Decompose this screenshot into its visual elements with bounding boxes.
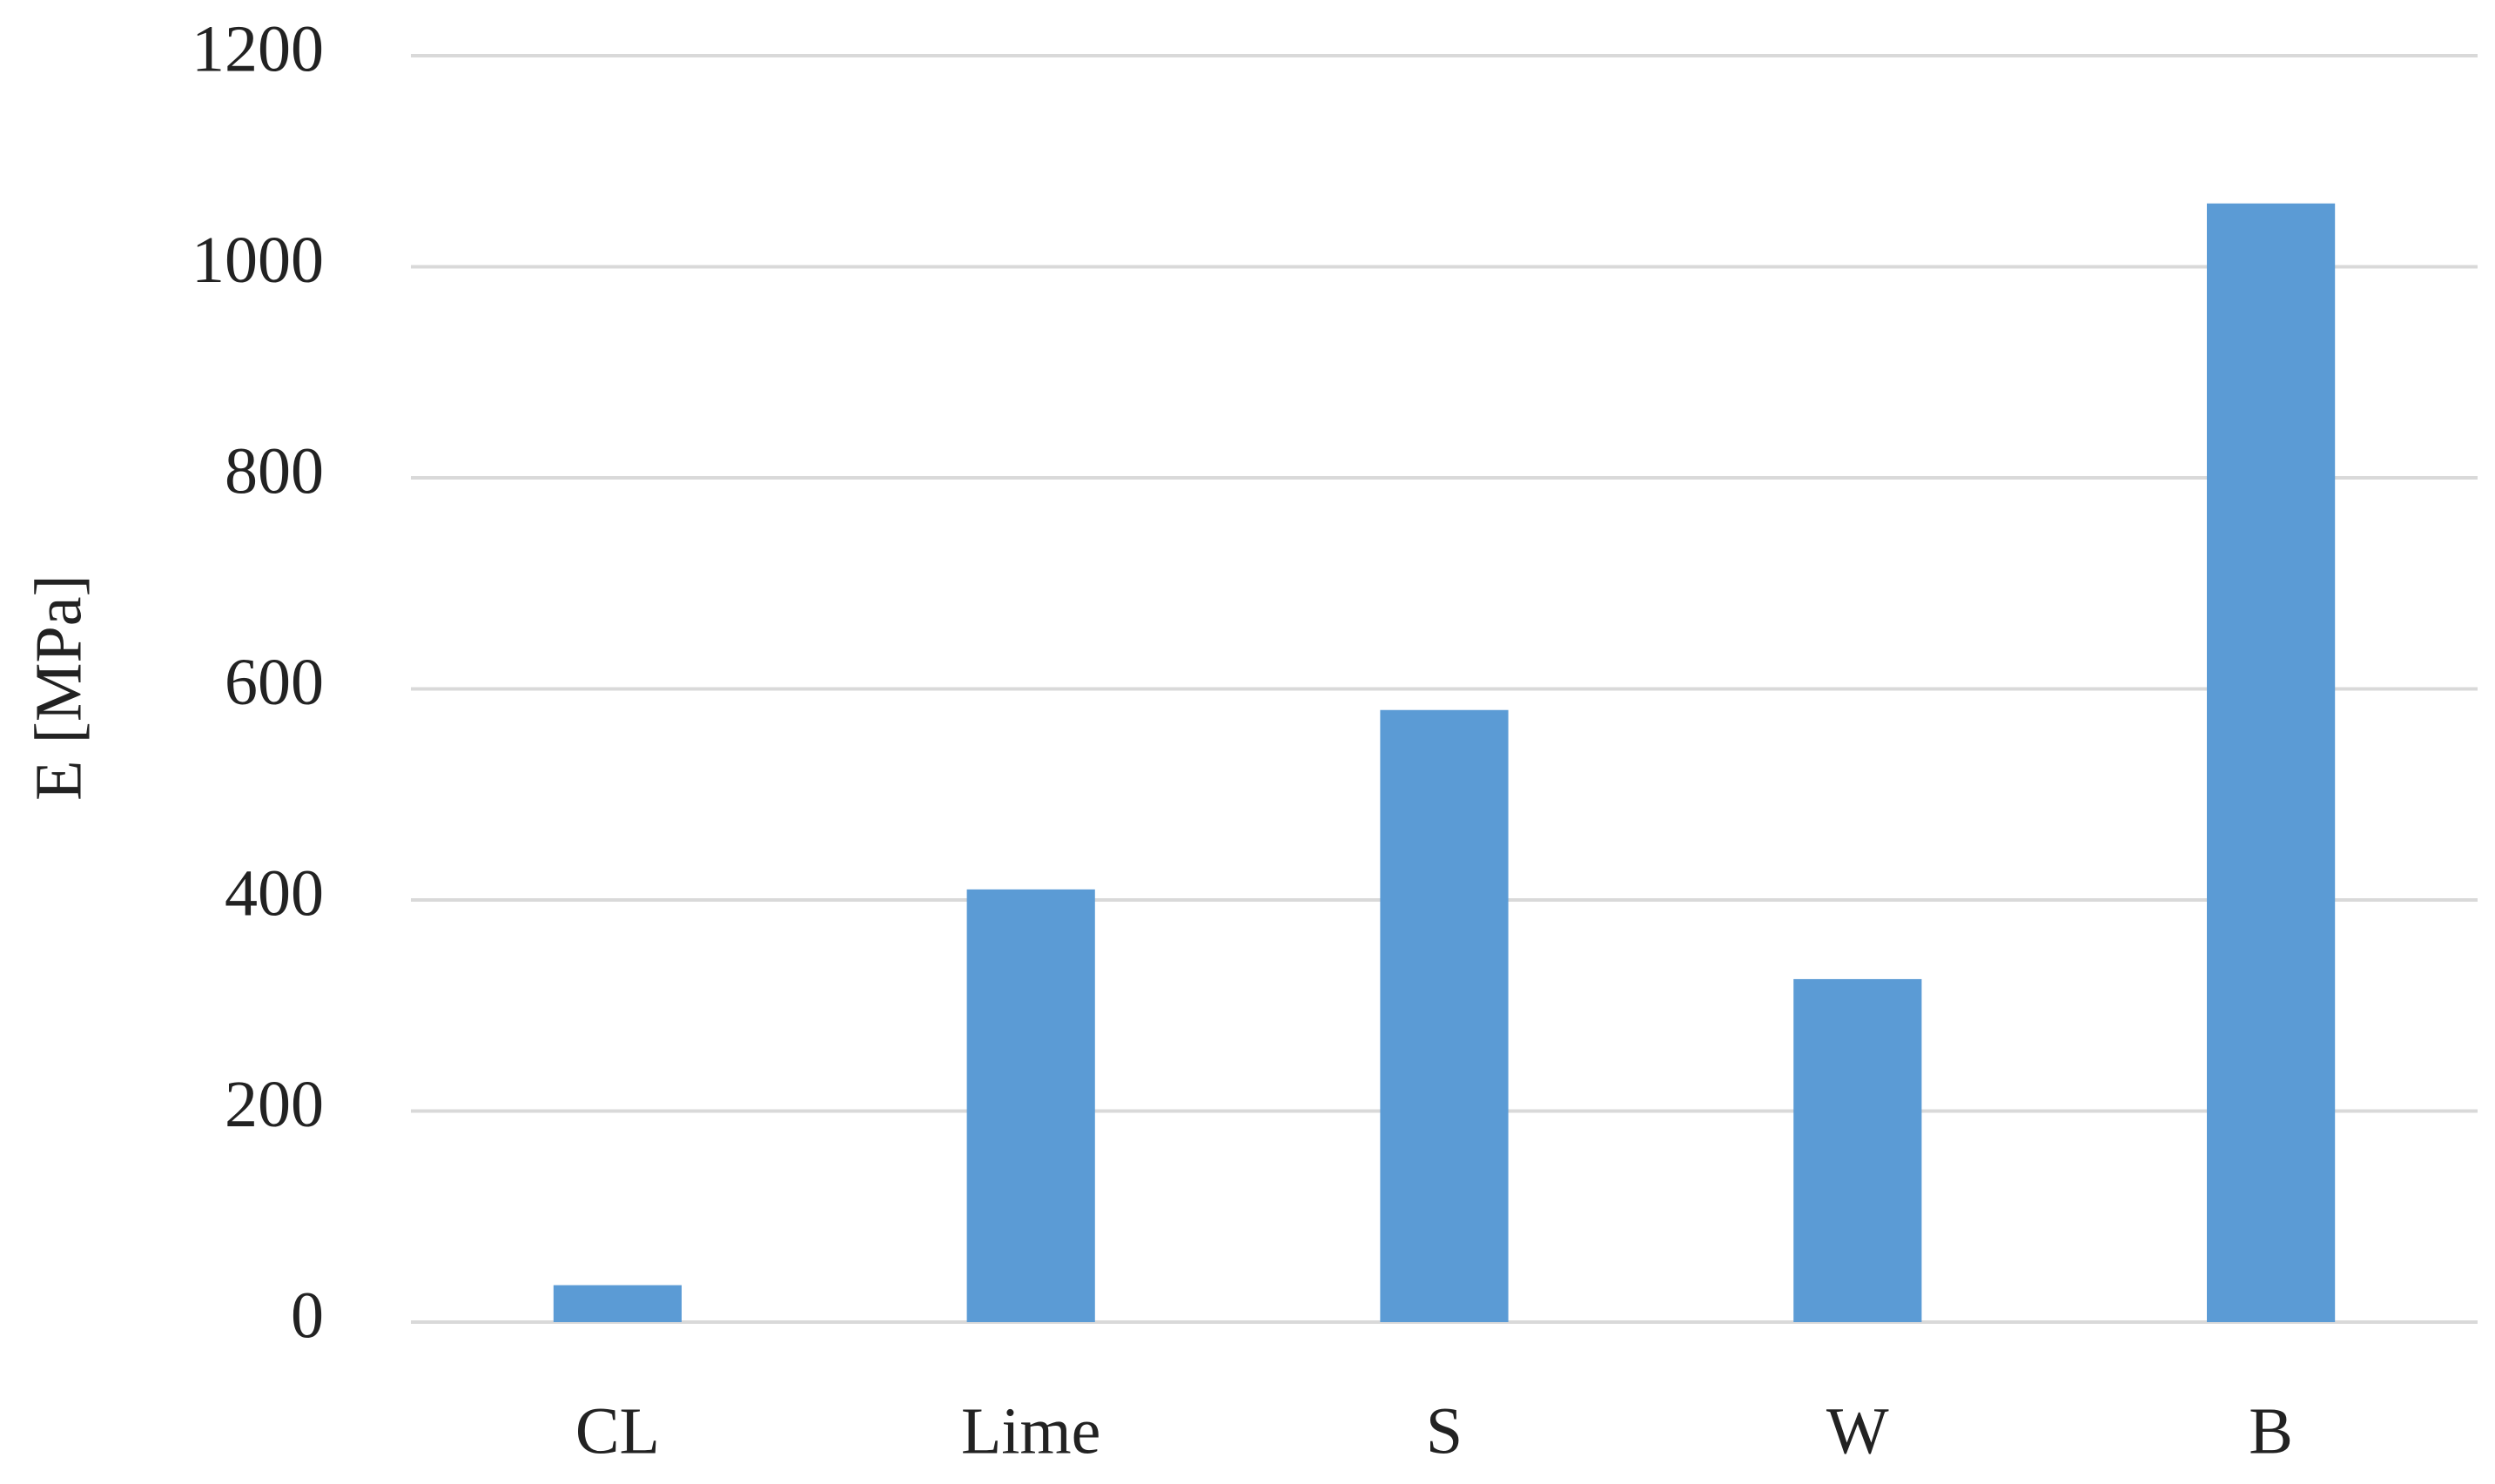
x-tick-label: CL <box>575 1394 660 1467</box>
x-tick-label: S <box>1426 1394 1463 1467</box>
x-tick-label: Lime <box>961 1394 1100 1467</box>
y-axis-label: E [MPa] <box>22 574 95 801</box>
bar <box>1793 978 1922 1322</box>
bar <box>966 889 1095 1322</box>
y-tick-label: 800 <box>225 434 324 507</box>
y-tick-label: 200 <box>225 1068 324 1141</box>
bar <box>553 1285 682 1322</box>
y-tick-label: 400 <box>225 856 324 930</box>
y-tick-label: 1200 <box>192 12 324 85</box>
x-tick-label: B <box>2249 1394 2293 1467</box>
y-tick-label: 600 <box>225 646 324 719</box>
bar <box>1380 709 1509 1322</box>
y-tick-label: 1000 <box>192 224 324 297</box>
x-tick-label: W <box>1826 1394 1889 1467</box>
bar <box>2207 203 2336 1322</box>
y-tick-label: 0 <box>291 1279 324 1352</box>
